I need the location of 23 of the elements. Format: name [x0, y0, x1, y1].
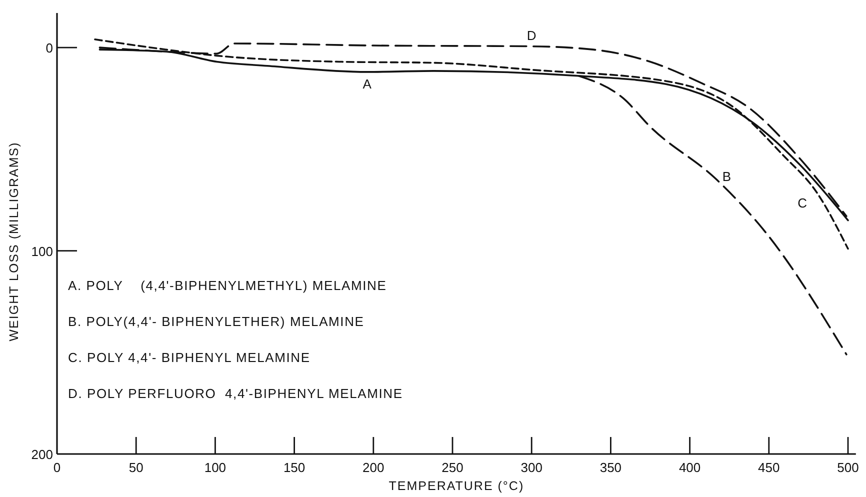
annotation: C	[798, 195, 808, 210]
y-tick-label: 100	[31, 244, 53, 259]
y-axis-title: WEIGHT LOSS (MILLIGRAMS)	[7, 142, 21, 342]
y-tick-label: 200	[31, 447, 53, 462]
x-tick-label: 500	[837, 460, 859, 475]
x-tick-label: 100	[204, 460, 226, 475]
annotation: C. POLY 4,4'- BIPHENYL MELAMINE	[68, 350, 310, 365]
x-tick-label: 350	[600, 460, 622, 475]
x-tick-label: 50	[128, 460, 144, 475]
annotation: B	[722, 169, 732, 184]
x-tick-label: 150	[283, 460, 306, 475]
annotation: A. POLY (4,4'-BIPHENYLMETHYL) MELAMINE	[68, 278, 387, 293]
x-axis-title: TEMPERATURE (°C)	[388, 479, 524, 493]
x-tick-label: 300	[520, 460, 542, 475]
y-tick-label: 0	[46, 40, 53, 56]
annotation: D	[526, 28, 536, 43]
annotation: A	[362, 76, 372, 92]
annotation: B. POLY(4,4'- BIPHENYLETHER) MELAMINE	[68, 314, 364, 329]
annotation: D. POLY PERFLUORO 4,4'-BIPHENYL MELAMINE	[68, 386, 403, 401]
x-tick-label: 400	[678, 460, 701, 475]
x-tick-label: 200	[362, 460, 384, 475]
x-tick-label: 450	[758, 460, 780, 475]
x-tick-label: 250	[442, 460, 464, 475]
